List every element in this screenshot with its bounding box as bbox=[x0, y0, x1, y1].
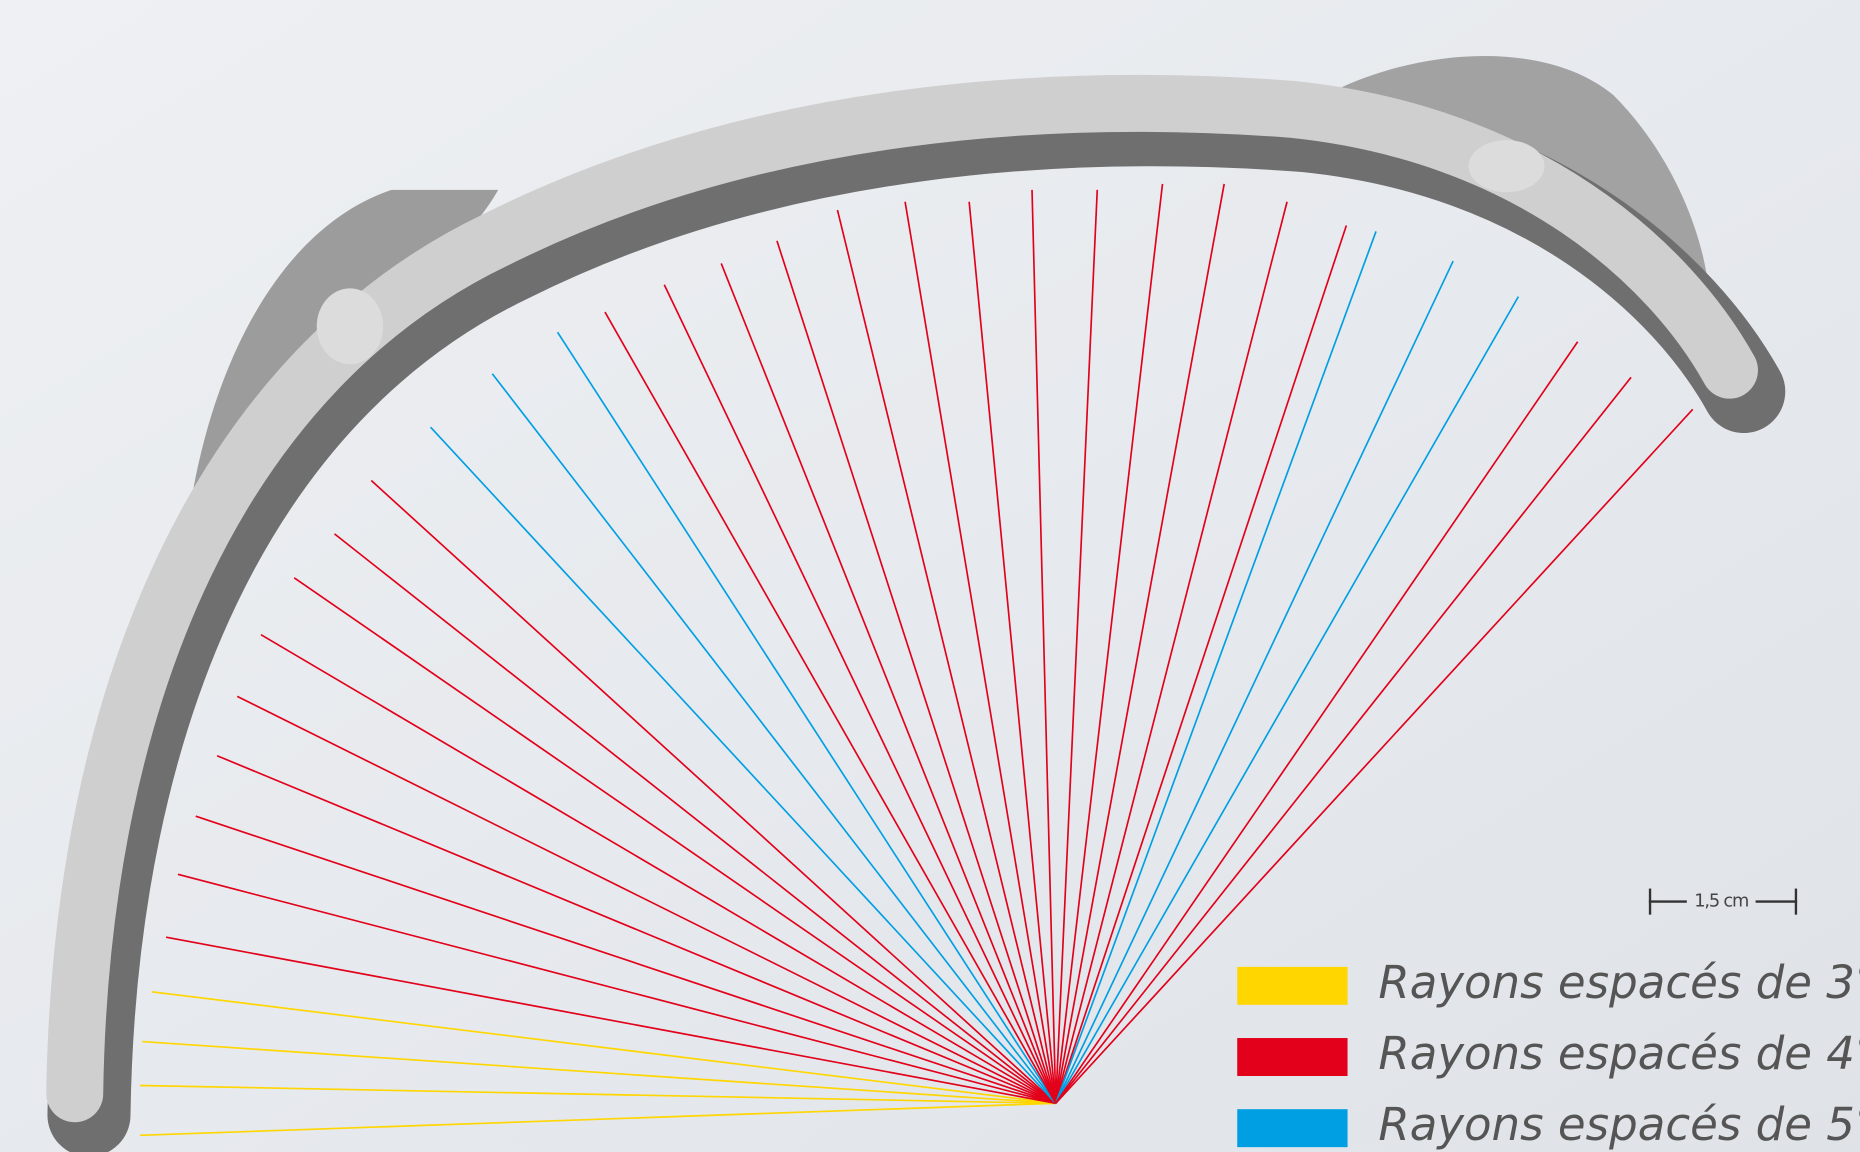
legend-swatch bbox=[1237, 1038, 1348, 1076]
ray bbox=[604, 311, 1057, 1104]
legend-swatch bbox=[1237, 1109, 1348, 1148]
ray bbox=[370, 479, 1057, 1104]
bone-hole bbox=[316, 288, 384, 365]
legend-swatch bbox=[1237, 966, 1348, 1005]
ray bbox=[1054, 183, 1164, 1104]
ray bbox=[776, 240, 1057, 1104]
ray bbox=[142, 1040, 1056, 1105]
legend-label: Rayons espacés de 5° bbox=[1378, 1098, 1860, 1151]
ray bbox=[836, 209, 1057, 1104]
ray bbox=[177, 873, 1056, 1105]
ray bbox=[139, 1084, 1056, 1105]
ray bbox=[165, 936, 1056, 1105]
ray bbox=[720, 263, 1057, 1104]
ray bbox=[429, 426, 1057, 1104]
rays bbox=[139, 183, 1694, 1137]
ray bbox=[236, 695, 1057, 1105]
ray bbox=[968, 201, 1057, 1104]
ray bbox=[1055, 341, 1579, 1104]
ray bbox=[293, 577, 1057, 1104]
ray bbox=[216, 754, 1057, 1105]
ray bbox=[1054, 189, 1099, 1104]
legend-label: Rayons espacés de 4° bbox=[1378, 1027, 1860, 1080]
bone-hole bbox=[1468, 140, 1545, 193]
ray bbox=[195, 815, 1057, 1105]
ray bbox=[1055, 408, 1694, 1104]
ray bbox=[556, 331, 1057, 1104]
ray bbox=[904, 201, 1057, 1104]
ray bbox=[1054, 183, 1226, 1104]
legend: Rayons espacés de 3° Rayons espacés de 4°… bbox=[1237, 956, 1860, 1151]
ray bbox=[260, 634, 1057, 1104]
ray bbox=[334, 533, 1057, 1104]
ray bbox=[1054, 225, 1348, 1104]
bone bbox=[46, 55, 1786, 1152]
ray bbox=[1054, 201, 1288, 1104]
scale-bar: 1,5 cm bbox=[1648, 888, 1798, 915]
ray bbox=[1054, 260, 1454, 1104]
ray bbox=[491, 373, 1057, 1104]
ray bbox=[139, 1102, 1056, 1137]
ray bbox=[1054, 231, 1377, 1104]
ray bbox=[1031, 189, 1057, 1104]
ray bbox=[663, 284, 1057, 1104]
scale-label: 1,5 cm bbox=[1694, 891, 1748, 912]
ray bbox=[1055, 376, 1632, 1104]
ray bbox=[1055, 296, 1520, 1104]
legend-label: Rayons espacés de 3° bbox=[1378, 956, 1860, 1009]
ray bbox=[151, 990, 1056, 1105]
